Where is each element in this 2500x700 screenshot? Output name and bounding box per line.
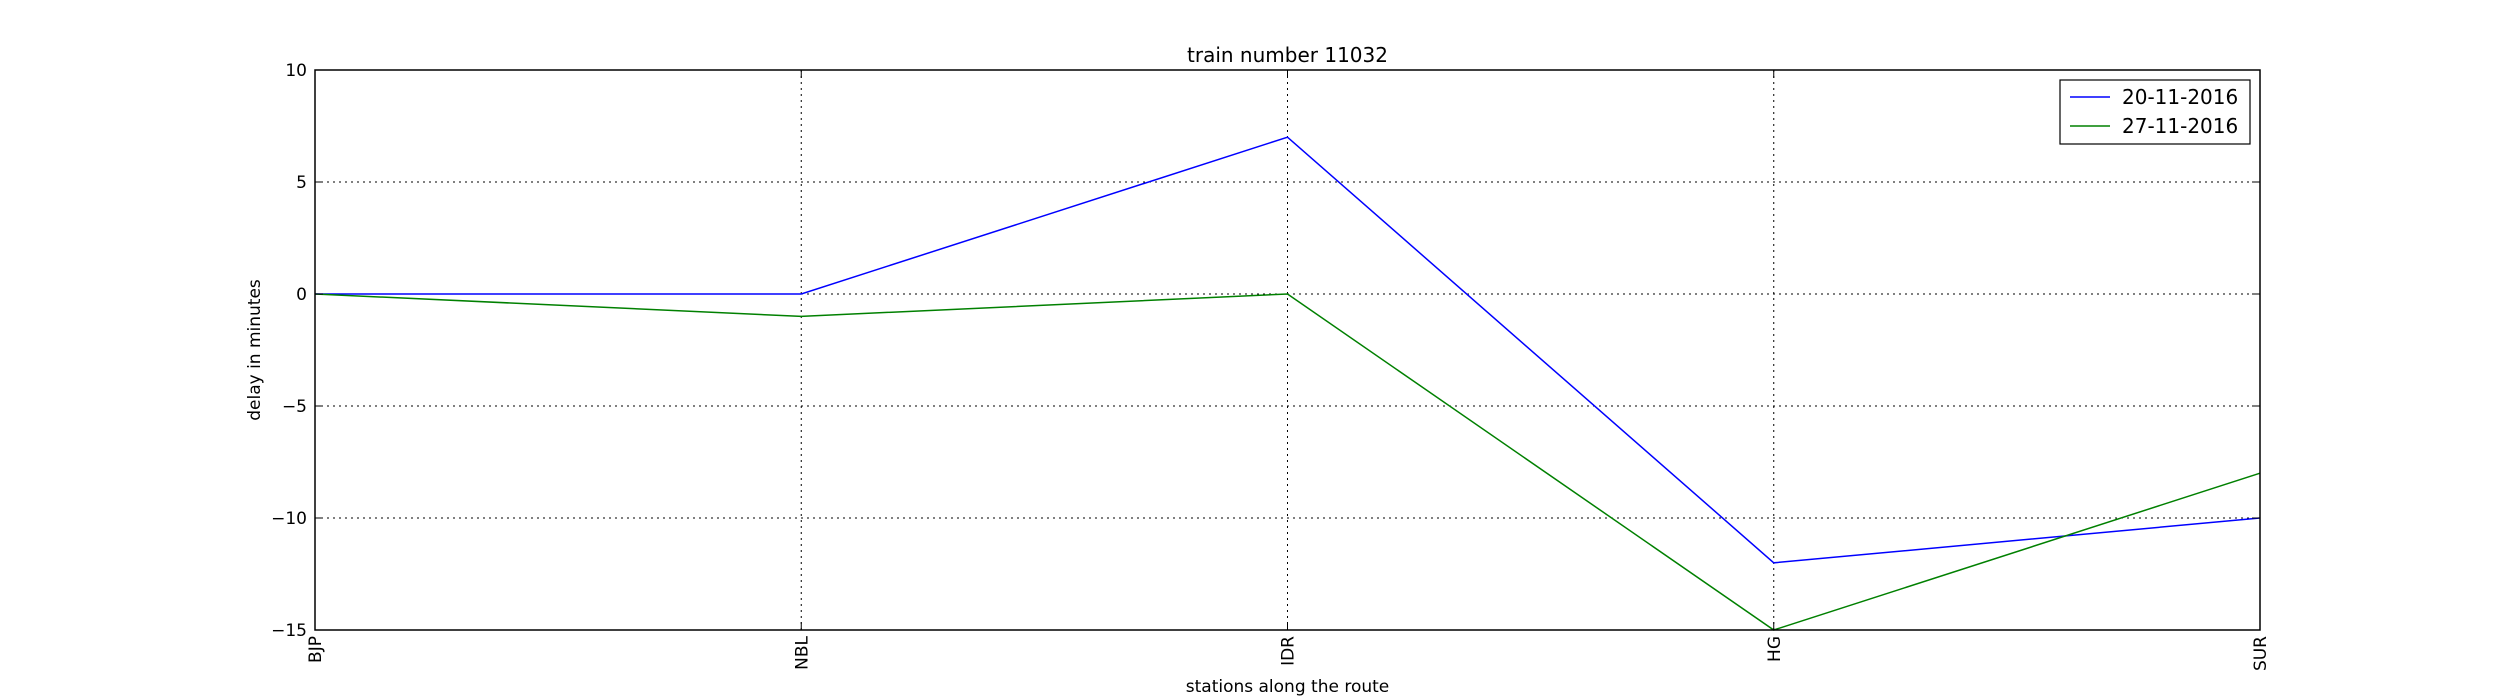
data-point-27-11-2016-idr xyxy=(1286,292,1290,296)
y-axis-label: delay in minutes xyxy=(245,279,265,421)
data-point-20-11-2016-nbl xyxy=(799,292,803,296)
axis-ticks: BJP NBL IDR HG SUR 10 5 0 −5 −10 −15 xyxy=(271,61,2271,671)
legend-label-27-11-2016: 27-11-2016 xyxy=(2122,114,2238,138)
y-tick-label: −15 xyxy=(271,621,307,641)
y-tick-label: 5 xyxy=(296,173,307,193)
y-tick-label: 0 xyxy=(296,285,307,305)
y-tick-label: 10 xyxy=(285,61,307,81)
chart-title: train number 11032 xyxy=(1187,43,1388,67)
series-line-27-11-2016 xyxy=(314,293,2261,631)
legend: 20-11-2016 27-11-2016 xyxy=(2059,79,2251,145)
legend-box xyxy=(2059,79,2251,145)
y-tick-label: −5 xyxy=(282,397,307,417)
legend-label-20-11-2016: 20-11-2016 xyxy=(2122,85,2238,109)
data-point-20-11-2016-idr xyxy=(1286,135,1290,139)
data-point-20-11-2016-hg xyxy=(1772,561,1776,565)
series-lines xyxy=(314,135,2261,631)
series-line-20-11-2016 xyxy=(315,136,2261,564)
x-tick-label-hg: HG xyxy=(1765,636,1785,662)
x-axis-label: stations along the route xyxy=(1186,677,1390,697)
x-tick-label-sur: SUR xyxy=(2251,636,2271,671)
x-tick-label-idr: IDR xyxy=(1279,636,1299,666)
x-tick-label-bjp: BJP xyxy=(306,636,326,663)
y-tick-label: −10 xyxy=(271,509,307,529)
data-point-27-11-2016-nbl xyxy=(799,314,803,318)
x-tick-label-nbl: NBL xyxy=(792,635,812,669)
